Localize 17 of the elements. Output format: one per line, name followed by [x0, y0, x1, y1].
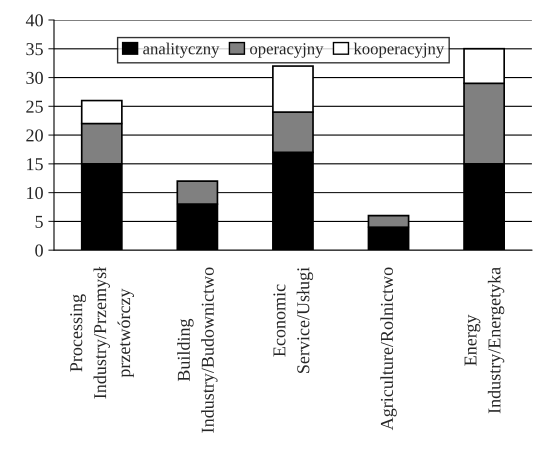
- x-tick-label: Processing Industry/Przemysł przetwórczy: [70, 266, 134, 399]
- y-tick-label: 10: [27, 186, 43, 200]
- y-tick-label: 0: [35, 244, 43, 257]
- y-tick-label: 5: [36, 216, 43, 228]
- y-tick-label: 15: [27, 158, 43, 170]
- y-tick-label: 30: [26, 72, 43, 84]
- legend-label: kooperacyjny: [354, 42, 444, 58]
- y-tick-label: 40: [26, 14, 43, 26]
- x-tick-label: Energy Industry/Energetyka: [464, 267, 504, 414]
- legend-label: analityczny: [143, 42, 220, 58]
- y-tick-label: 25: [26, 100, 43, 113]
- y-tick-label: 35: [26, 43, 43, 56]
- y-tick-label: 20: [26, 129, 43, 142]
- x-tick-label: Agriculture/Rolnictwo: [380, 268, 397, 430]
- x-tick-label: Economic Service/Usługi: [273, 267, 314, 373]
- x-tick-label: Building Industry/Budownictwo: [177, 268, 218, 433]
- legend-label: operacyjny: [250, 43, 324, 58]
